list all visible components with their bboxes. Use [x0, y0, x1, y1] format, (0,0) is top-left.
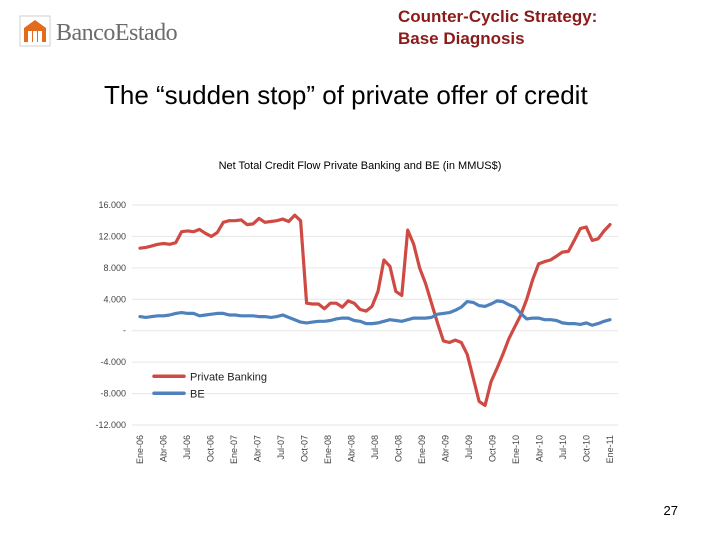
x-tick-label: Oct-07 — [300, 435, 310, 462]
x-tick-label: Oct-08 — [394, 435, 404, 462]
header-title-line2: Base Diagnosis — [398, 29, 525, 48]
chart-title: Net Total Credit Flow Private Banking an… — [218, 160, 502, 172]
x-tick-label: Oct-06 — [206, 435, 216, 462]
y-tick-label: -8.000 — [100, 389, 126, 399]
legend-label: Private Banking — [190, 371, 267, 383]
x-tick-label: Ene-09 — [417, 435, 427, 464]
x-tick-label: Abr-09 — [441, 435, 451, 462]
slide-title: The “sudden stop” of private offer of cr… — [104, 80, 588, 110]
y-tick-label: 12.000 — [98, 231, 126, 241]
x-tick-label: Oct-10 — [582, 435, 592, 462]
y-tick-label: 16.000 — [98, 200, 126, 210]
x-tick-label: Jul-10 — [558, 435, 568, 460]
x-tick-label: Abr-07 — [253, 435, 263, 462]
x-tick-label: Ene-11 — [605, 435, 615, 463]
x-tick-label: Abr-06 — [159, 435, 169, 462]
x-tick-label: Ene-08 — [323, 435, 333, 464]
x-tick-label: Abr-10 — [535, 435, 545, 462]
x-tick-label: Jul-09 — [464, 435, 474, 460]
series-line-private-banking — [138, 213, 612, 407]
x-tick-label: Jul-06 — [182, 435, 192, 460]
credit-flow-line-chart: 16.000 12.000 8.000 4.000 - -4.000 -8.000 -12.0… — [95, 200, 618, 464]
x-tick-label: Jul-08 — [370, 435, 380, 460]
y-tick-label: 4.000 — [103, 294, 126, 304]
header-title-line1: Counter-Cyclic Strategy: — [398, 7, 598, 26]
header-title: Counter-Cyclic Strategy: Base Diagnosis — [398, 6, 658, 50]
page-number: 27 — [663, 503, 678, 518]
x-tick-label: Abr-08 — [347, 435, 357, 462]
bancoestado-logo — [19, 15, 51, 47]
x-tick-label: Ene-10 — [511, 435, 521, 464]
y-tick-label: -4.000 — [100, 357, 126, 367]
y-tick-label: - — [123, 326, 126, 336]
x-tick-label: Ene-07 — [229, 435, 239, 464]
x-tick-label: Ene-06 — [135, 435, 145, 464]
legend-label: BE — [190, 388, 205, 400]
brand-name: BancoEstado — [56, 20, 178, 46]
x-tick-label: Jul-07 — [276, 435, 286, 460]
y-tick-label: -12.000 — [95, 420, 126, 430]
y-tick-label: 8.000 — [103, 263, 126, 273]
x-tick-label: Oct-09 — [488, 435, 498, 462]
series-line-be — [138, 299, 612, 327]
